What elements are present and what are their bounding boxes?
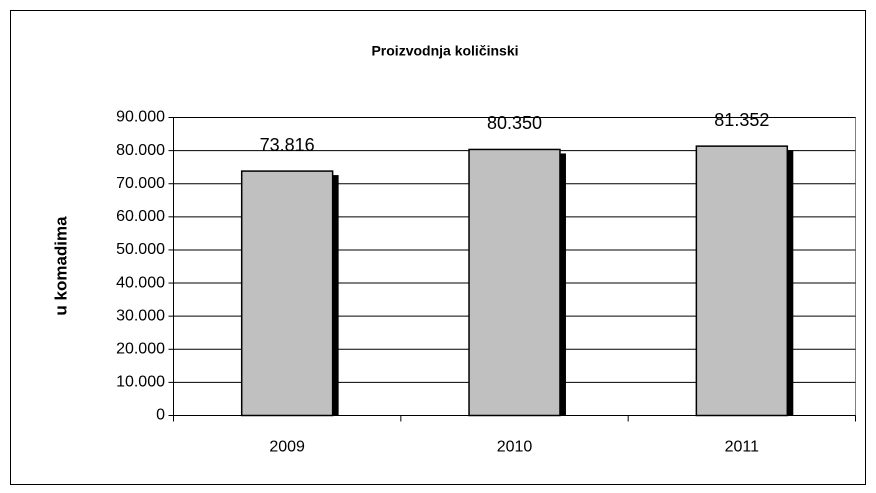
data-label: 80.350 [487, 113, 542, 133]
y-tick-label: 0 [156, 407, 165, 424]
data-label: 73.816 [260, 135, 315, 155]
y-tick-label: 30.000 [116, 307, 165, 324]
y-tick-label: 20.000 [116, 340, 165, 357]
y-tick-label: 60.000 [116, 208, 165, 225]
x-tick-label: 2011 [725, 439, 760, 456]
y-tick-label: 90.000 [116, 109, 165, 126]
y-tick-label: 10.000 [116, 374, 165, 391]
chart-title: Proizvodnja količinski [371, 43, 518, 59]
data-label: 81.352 [714, 110, 769, 130]
y-tick-label: 80.000 [116, 142, 165, 159]
y-tick-label: 50.000 [116, 241, 165, 258]
y-tick-label: 40.000 [116, 274, 165, 291]
bar [695, 145, 789, 417]
x-tick-label: 2010 [497, 439, 533, 456]
bar [468, 148, 561, 417]
x-tick-label: 2009 [269, 439, 305, 456]
y-tick-label: 70.000 [116, 175, 165, 192]
y-axis-label: u komadima [51, 216, 70, 316]
bar [240, 170, 334, 417]
